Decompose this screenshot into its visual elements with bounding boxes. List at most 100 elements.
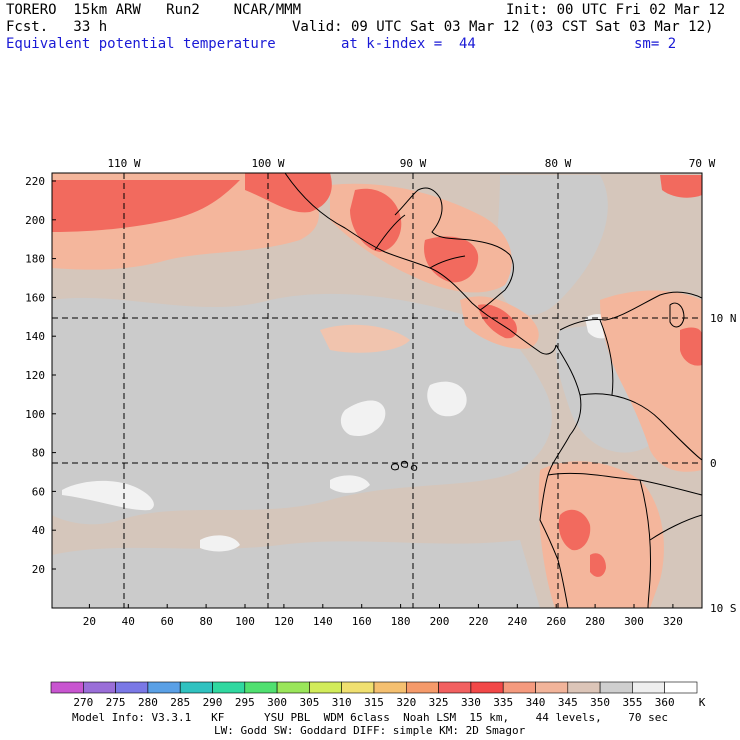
colorbar-label: 350 xyxy=(590,696,610,709)
red-region-pacific-northwest xyxy=(52,180,240,232)
colorbar-swatch xyxy=(632,681,666,694)
lat-label: 0 xyxy=(710,457,717,470)
colorbar-label: 320 xyxy=(396,696,416,709)
lat-label: 10 N xyxy=(710,312,737,325)
x-tick-label: 180 xyxy=(391,615,411,628)
x-tick-label: 120 xyxy=(274,615,294,628)
colorbar-swatch xyxy=(244,681,278,694)
x-tick-label: 80 xyxy=(199,615,212,628)
colorbar-label: 305 xyxy=(299,696,319,709)
y-tick-label: 160 xyxy=(25,291,45,304)
y-tick-label: 100 xyxy=(25,408,45,421)
colorbar-label: 275 xyxy=(106,696,126,709)
colorbar-label: 330 xyxy=(461,696,481,709)
colorbar-swatch xyxy=(115,681,149,694)
colorbar-label: 270 xyxy=(73,696,93,709)
x-tick-label: 320 xyxy=(663,615,683,628)
coastlines xyxy=(284,173,702,608)
coastline-central-america xyxy=(284,173,557,355)
colorbar-label: 335 xyxy=(493,696,513,709)
colorbar-label: 340 xyxy=(526,696,546,709)
red-region-andes-2 xyxy=(590,553,606,577)
x-tick-label: 160 xyxy=(352,615,372,628)
physics-info: LW: Godd SW: Goddard DIFF: simple KM: 2D… xyxy=(214,724,526,737)
colorbar-swatch xyxy=(405,681,439,694)
axis-ticks: 110 W 100 W 90 W 80 W 70 W 10 N 0 10 S 220 200 180… xyxy=(25,157,736,628)
border-south-america-5 xyxy=(639,479,652,608)
colorbar-swatch xyxy=(147,681,181,694)
x-tick-label: 60 xyxy=(161,615,174,628)
colorbar-label: 345 xyxy=(558,696,578,709)
white-patch-2 xyxy=(427,381,467,417)
grey-region-central xyxy=(52,293,552,525)
grey-region-east xyxy=(496,175,608,315)
colorbar-swatch xyxy=(50,681,84,694)
grey-region-south xyxy=(52,540,540,608)
x-tick-label: 280 xyxy=(585,615,605,628)
forecast-hour: Fcst. 33 h xyxy=(6,19,108,35)
x-tick-label: 220 xyxy=(468,615,488,628)
peach-region-venezuela xyxy=(600,290,702,472)
y-tick-label: 40 xyxy=(32,524,45,537)
peach-region-peru xyxy=(538,461,664,608)
border-south-america-1 xyxy=(579,393,702,461)
colorbar-swatch xyxy=(535,681,569,694)
colorbar-swatch xyxy=(567,681,601,694)
x-tick-label: 100 xyxy=(235,615,255,628)
colorbar-swatch xyxy=(212,681,246,694)
colorbar-unit: K xyxy=(699,696,706,709)
level-index: at k-index = 44 xyxy=(341,36,476,52)
coastline-colombia-venezuela xyxy=(559,291,702,331)
x-tick-label: 40 xyxy=(122,615,135,628)
x-tick-label: 260 xyxy=(546,615,566,628)
colorbar-label: 310 xyxy=(332,696,352,709)
border-central-america-1 xyxy=(374,214,406,251)
white-patch-6 xyxy=(330,475,370,493)
y-tick-label: 200 xyxy=(25,214,45,227)
colorbar-label: 285 xyxy=(170,696,190,709)
y-tick-label: 80 xyxy=(32,447,45,460)
x-tick-label: 140 xyxy=(313,615,333,628)
temperature-field xyxy=(52,173,702,608)
x-tick-label: 300 xyxy=(624,615,644,628)
colorbar-swatch xyxy=(341,681,375,694)
init-time: Init: 00 UTC Fri 02 Mar 12 xyxy=(506,2,726,18)
peach-region-mid xyxy=(320,324,410,353)
border-central-america-2 xyxy=(429,255,466,269)
white-patch-4 xyxy=(200,535,240,552)
colorbar-label: 290 xyxy=(203,696,223,709)
lon-label: 90 W xyxy=(400,157,427,170)
x-tick-label: 20 xyxy=(83,615,96,628)
model-title: TORERO 15km ARW Run2 NCAR/MMM xyxy=(6,2,302,18)
colorbar-label: 325 xyxy=(429,696,449,709)
red-region-andes xyxy=(558,509,591,551)
y-tick-label: 220 xyxy=(25,175,45,188)
red-region-northeast-corner xyxy=(660,175,702,198)
border-south-america-4 xyxy=(649,514,702,541)
colorbar-label: 360 xyxy=(655,696,675,709)
border-south-america-3 xyxy=(599,319,614,396)
colorbar-label: 300 xyxy=(267,696,287,709)
red-region-costarica xyxy=(478,304,517,339)
colorbar-label: 295 xyxy=(235,696,255,709)
x-tick-label: 240 xyxy=(507,615,527,628)
colorbar: 270 275 280 285 290 295 300 305 310 315 320 325 330 3… xyxy=(50,681,706,709)
colorbar-label: 280 xyxy=(138,696,158,709)
graticule xyxy=(52,173,702,608)
y-tick-label: 180 xyxy=(25,253,45,266)
red-region-guatemala xyxy=(350,188,402,252)
white-patch-1 xyxy=(340,400,386,436)
lat-label: 10 S xyxy=(710,602,737,615)
colorbar-swatch xyxy=(373,681,407,694)
colorbar-label: 355 xyxy=(622,696,642,709)
red-region-caribbean xyxy=(680,327,702,366)
y-tick-label: 140 xyxy=(25,330,45,343)
field-name: Equivalent potential temperature xyxy=(6,36,276,52)
y-tick-label: 120 xyxy=(25,369,45,382)
colorbar-swatch xyxy=(664,681,698,694)
y-tick-label: 20 xyxy=(32,563,45,576)
coastline-yucatan xyxy=(394,187,514,311)
colorbar-swatch xyxy=(438,681,472,694)
coastline-galapagos xyxy=(391,460,418,471)
